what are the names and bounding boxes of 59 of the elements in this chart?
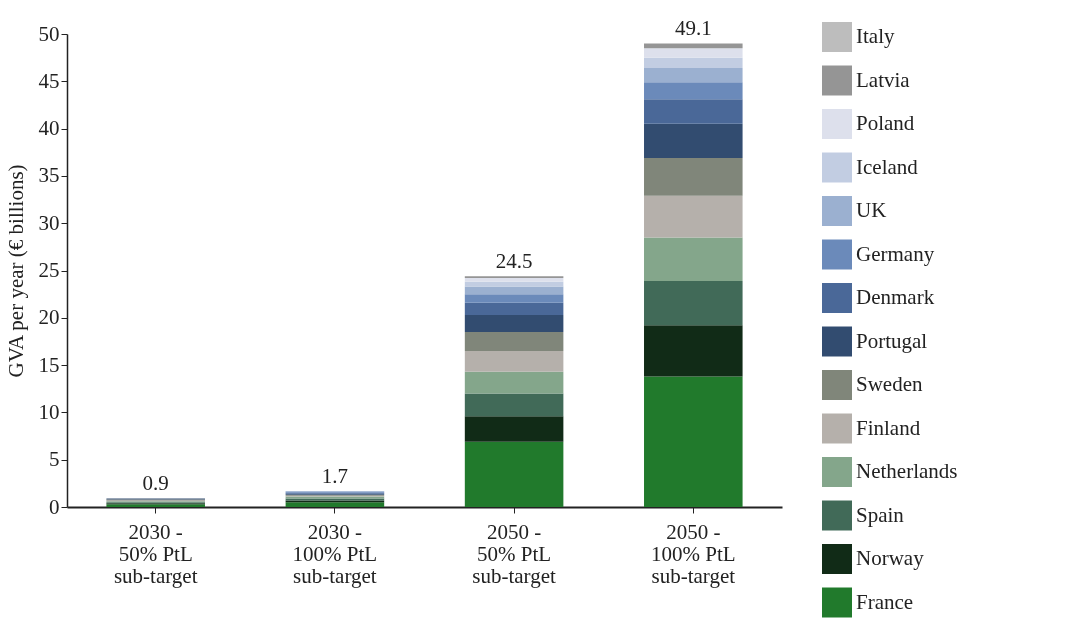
bar [464, 331, 564, 351]
bar [464, 350, 564, 372]
bar [644, 325, 743, 377]
bar [464, 302, 564, 315]
bar [644, 123, 743, 158]
legend-label: Italy [856, 24, 895, 48]
y-tick-label: 15 [38, 352, 60, 377]
bar [644, 195, 743, 238]
y-tick-label: 45 [38, 68, 60, 93]
bar [464, 371, 564, 394]
y-tick-label: 50 [38, 21, 60, 46]
legend-label: Finland [856, 415, 921, 440]
y-axis-title: GVA per year (€ billions) [3, 164, 28, 378]
bar [464, 294, 564, 303]
bar [285, 502, 385, 507]
legend-label: Poland [856, 111, 915, 135]
x-tick-label: 2050 - 100% PtL sub-target [651, 519, 736, 588]
legend-label: Sweden [856, 372, 923, 396]
bar [464, 441, 564, 507]
y-tick-label: 10 [38, 399, 60, 424]
bar [464, 393, 564, 417]
x-tick-label: 2030 - 100% PtL sub-target [292, 519, 378, 588]
bar [464, 314, 564, 332]
bar [644, 157, 743, 196]
legend-label: Germany [856, 241, 935, 266]
y-tick-label: 20 [38, 305, 60, 330]
legend-label: Spain [856, 502, 905, 527]
x-tick-label: 2030 - 50% PtL sub-target [113, 519, 198, 588]
bar [644, 376, 743, 507]
bar [644, 48, 743, 58]
bar [644, 68, 743, 83]
legend-label: UK [856, 198, 887, 222]
bar [644, 82, 743, 100]
legend-label: Norway [856, 546, 925, 570]
legend-label: Denmark [856, 285, 935, 309]
bar [464, 286, 564, 295]
bar [464, 281, 564, 287]
legend-label: Iceland [856, 154, 919, 179]
legend-label: Latvia [856, 67, 911, 92]
total-label: 0.9 [142, 471, 169, 496]
legend-label: France [856, 589, 914, 614]
bar [644, 43, 743, 49]
y-tick-label: 35 [38, 163, 60, 188]
bar [644, 99, 743, 124]
total-label: 1.7 [321, 463, 349, 488]
total-label: 24.5 [495, 249, 533, 274]
bar [644, 57, 743, 69]
y-tick-label: 0 [49, 494, 60, 519]
y-tick-label: 40 [38, 116, 60, 141]
y-tick-label: 30 [38, 210, 60, 235]
legend-label: Portugal [856, 328, 928, 353]
bar [644, 237, 743, 281]
legend-label: Netherlands [856, 459, 958, 483]
bar [644, 280, 743, 326]
total-label: 49.1 [674, 16, 712, 41]
y-tick-label: 25 [38, 258, 60, 282]
x-tick-label: 2050 - 50% PtL sub-target [472, 519, 557, 588]
y-tick-label: 5 [49, 447, 60, 472]
bar [464, 416, 564, 442]
